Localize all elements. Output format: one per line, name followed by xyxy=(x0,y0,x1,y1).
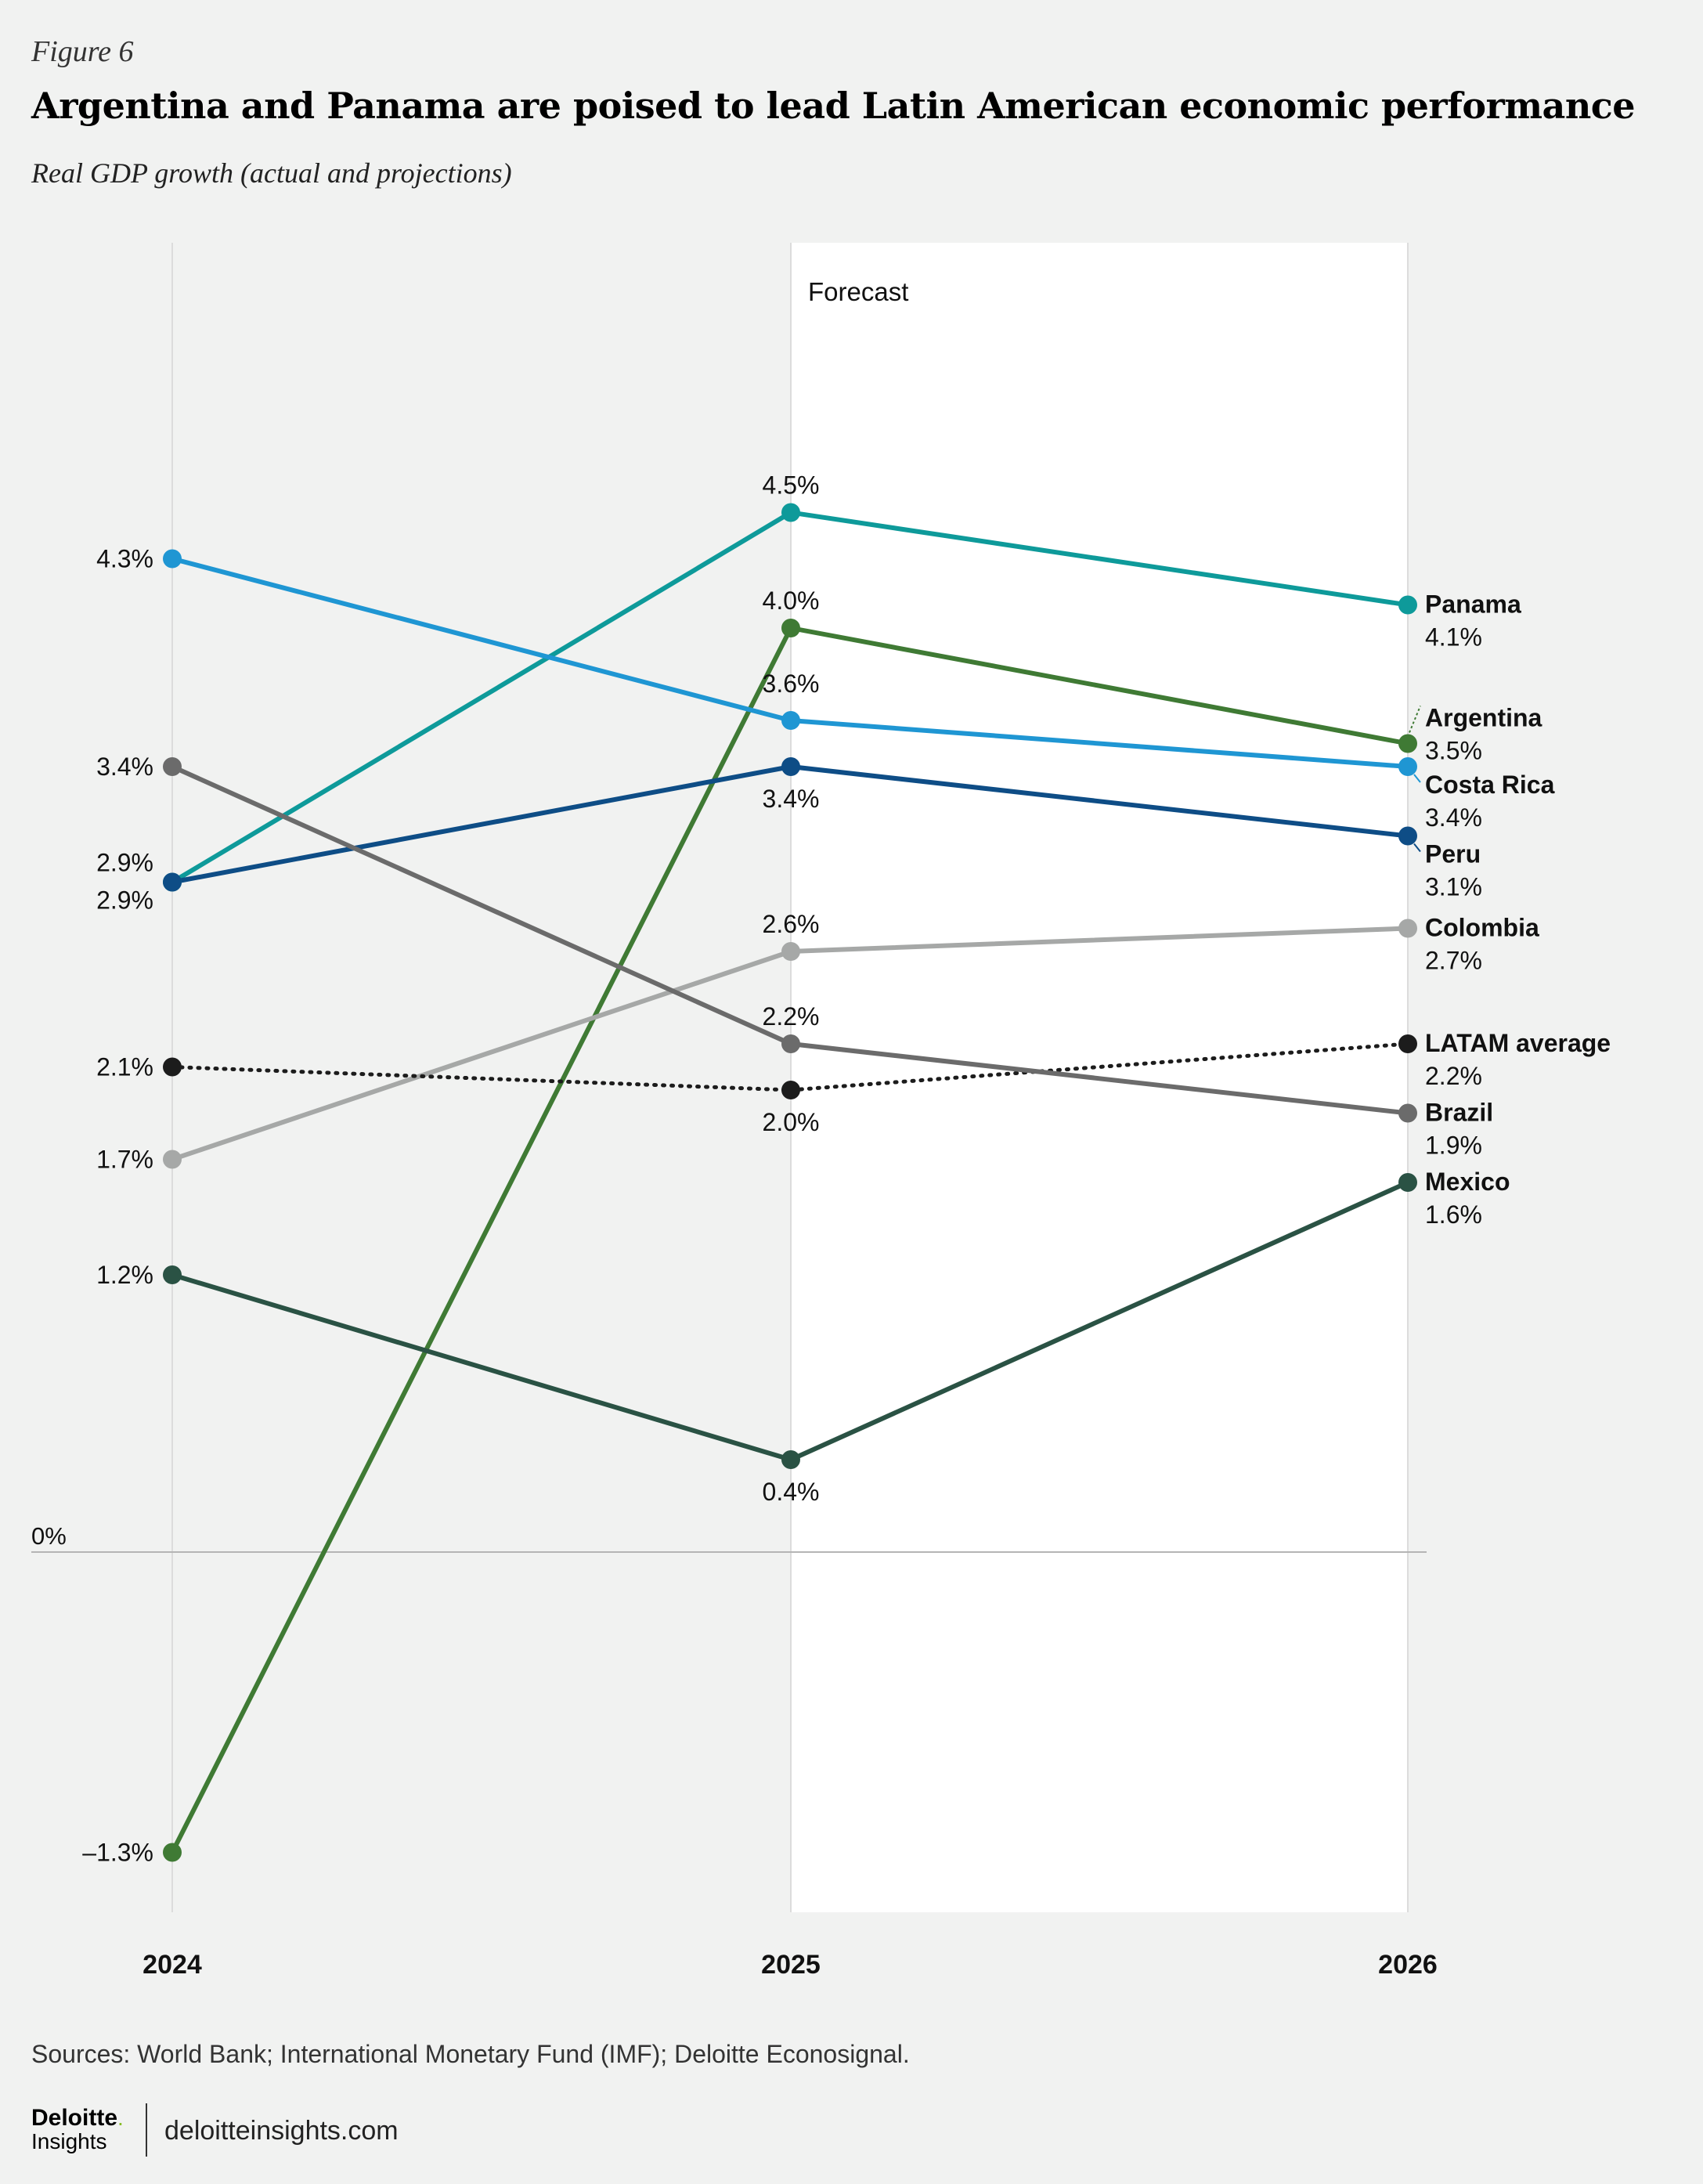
end-label-name-4: Colombia xyxy=(1425,914,1539,942)
value-label-2-1: 3.6% xyxy=(763,670,820,698)
data-point-0-1 xyxy=(781,503,800,522)
value-label-4-0: 1.7% xyxy=(96,1146,153,1174)
logo-brand: Deloitte xyxy=(31,2105,118,2131)
data-point-6-0 xyxy=(163,757,182,776)
data-point-7-1 xyxy=(781,1450,800,1469)
value-label-7-0: 1.2% xyxy=(96,1261,153,1289)
value-label-4-1: 2.6% xyxy=(763,910,820,938)
line-chart: 0% Forecast 4.5% –1.3% 4.0% 4.3% 3.6% 2.9% 3.4% 1… xyxy=(31,243,1611,1980)
data-point-2-1 xyxy=(781,711,800,730)
value-label-3-1: 3.4% xyxy=(763,785,820,813)
data-point-2-2 xyxy=(1398,757,1417,776)
x-tick-2026: 2026 xyxy=(1378,1950,1438,1980)
connector-peru xyxy=(1413,843,1421,853)
value-label-3-0: 2.9% xyxy=(96,886,153,915)
data-point-4-0 xyxy=(163,1150,182,1169)
data-point-5-1 xyxy=(781,1081,800,1099)
x-tick-2025: 2025 xyxy=(761,1950,821,1980)
data-point-1-1 xyxy=(781,619,800,637)
data-point-7-2 xyxy=(1398,1173,1417,1192)
value-label-2-0: 4.3% xyxy=(96,545,153,573)
value-label-1-0: –1.3% xyxy=(82,1839,153,1867)
end-label-value-7: 1.6% xyxy=(1425,1200,1482,1229)
forecast-label: Forecast xyxy=(808,277,908,306)
end-label-name-3: Peru xyxy=(1425,840,1481,868)
end-label-value-4: 2.7% xyxy=(1425,947,1482,975)
end-label-name-5: LATAM average xyxy=(1425,1029,1611,1057)
end-label-name-6: Brazil xyxy=(1425,1099,1493,1127)
logo-sub: Insights xyxy=(31,2129,107,2153)
data-point-4-1 xyxy=(781,942,800,961)
data-point-1-2 xyxy=(1398,734,1417,753)
data-point-5-2 xyxy=(1398,1034,1417,1053)
data-point-2-0 xyxy=(163,549,182,569)
value-label-panama-2024: 2.9% xyxy=(96,849,153,877)
end-label-name-2: Costa Rica xyxy=(1425,771,1555,799)
end-label-value-3: 3.1% xyxy=(1425,873,1482,901)
data-point-4-2 xyxy=(1398,919,1417,938)
chart-subtitle: Real GDP growth (actual and projections) xyxy=(31,157,512,189)
end-label-value-5: 2.2% xyxy=(1425,1062,1482,1090)
chart-title: Argentina and Panama are poised to lead … xyxy=(31,85,1636,127)
end-label-name-7: Mexico xyxy=(1425,1168,1510,1196)
footer-divider xyxy=(146,2103,147,2157)
value-label-7-1: 0.4% xyxy=(763,1478,820,1506)
end-label-value-1: 3.5% xyxy=(1425,737,1482,765)
data-point-3-2 xyxy=(1398,826,1417,846)
end-label-value-0: 4.1% xyxy=(1425,623,1482,652)
end-label-name-1: Argentina xyxy=(1425,704,1542,732)
value-label-1-1: 4.0% xyxy=(763,587,820,615)
figure-label: Figure 6 xyxy=(31,35,134,68)
end-label-value-6: 1.9% xyxy=(1425,1132,1482,1160)
logo-dot-icon: . xyxy=(117,2106,124,2130)
deloitte-logo: Deloitte. Insights xyxy=(31,2106,124,2153)
value-label-0-1: 4.5% xyxy=(763,471,820,500)
site-link[interactable]: deloitteinsights.com xyxy=(164,2116,399,2146)
data-point-5-0 xyxy=(163,1057,182,1077)
connector-costa-rica xyxy=(1413,774,1421,783)
data-point-6-2 xyxy=(1398,1103,1417,1123)
end-label-name-0: Panama xyxy=(1425,590,1521,619)
value-label-5-1: 2.0% xyxy=(763,1108,820,1136)
value-label-6-1: 2.2% xyxy=(763,1002,820,1031)
data-point-1-0 xyxy=(163,1843,182,1862)
zero-axis-label: 0% xyxy=(31,1522,67,1550)
data-point-6-1 xyxy=(781,1034,800,1053)
sources-note: Sources: World Bank; International Monet… xyxy=(31,2040,910,2068)
data-point-3-1 xyxy=(781,757,800,776)
value-label-6-0: 3.4% xyxy=(96,753,153,781)
data-point-3-0 xyxy=(163,872,182,892)
data-point-7-0 xyxy=(163,1265,182,1284)
value-label-5-0: 2.1% xyxy=(96,1053,153,1081)
connector-argentina xyxy=(1409,706,1421,733)
x-tick-2024: 2024 xyxy=(143,1950,202,1980)
data-point-0-2 xyxy=(1398,595,1417,615)
end-label-value-2: 3.4% xyxy=(1425,803,1482,832)
